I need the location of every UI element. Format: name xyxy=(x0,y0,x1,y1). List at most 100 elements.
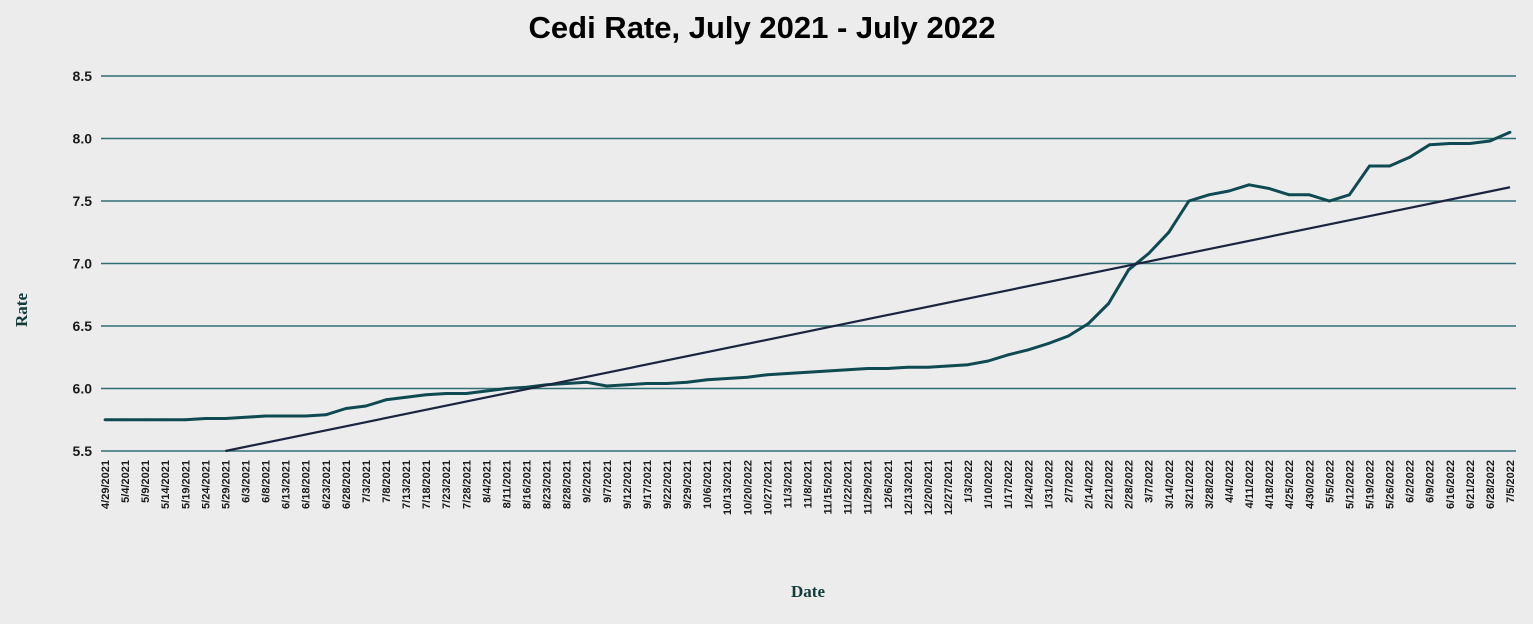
y-tick-label: 6.5 xyxy=(73,318,93,334)
x-tick-label: 4/18/2022 xyxy=(1264,460,1276,509)
x-tick-label: 7/18/2021 xyxy=(421,460,433,509)
x-tick-label: 6/3/2021 xyxy=(241,460,253,503)
series-group xyxy=(103,130,1512,453)
data-point xyxy=(1468,142,1472,145)
data-point xyxy=(444,392,448,395)
x-tick-label: 1/17/2022 xyxy=(1003,460,1015,509)
trend-line xyxy=(225,186,1511,453)
data-point xyxy=(705,378,709,382)
data-point xyxy=(886,367,890,370)
data-point xyxy=(1267,187,1271,190)
x-tick-label: 12/27/2021 xyxy=(943,460,955,515)
data-point xyxy=(344,407,348,410)
x-tick-label: 11/3/2021 xyxy=(782,460,794,508)
x-tick-label: 6/21/2022 xyxy=(1465,460,1477,509)
x-tick-label: 2/21/2022 xyxy=(1104,460,1116,509)
x-tick-label: 5/5/2022 xyxy=(1324,460,1336,503)
y-tick-label: 6.0 xyxy=(73,381,93,397)
x-tick-label: 10/27/2021 xyxy=(762,460,774,515)
data-point xyxy=(324,413,328,417)
x-tick-label: 6/18/2021 xyxy=(301,460,313,509)
data-point xyxy=(1046,342,1050,345)
data-point xyxy=(1327,199,1331,203)
x-tick-label: 11/15/2021 xyxy=(823,460,835,514)
gridlines xyxy=(101,75,1516,452)
x-tick-label: 4/11/2022 xyxy=(1244,460,1256,508)
x-tick-label: 6/23/2021 xyxy=(321,460,333,509)
x-tick-label: 6/28/2021 xyxy=(341,460,353,509)
data-point xyxy=(1488,139,1492,143)
data-point xyxy=(1227,189,1231,193)
data-point xyxy=(203,417,207,420)
x-tick-label: 3/21/2022 xyxy=(1184,460,1196,509)
x-tick-label: 8/28/2021 xyxy=(562,460,574,509)
x-tick-label: 5/14/2021 xyxy=(160,460,172,509)
x-tick-label: 12/13/2021 xyxy=(903,460,915,515)
data-point xyxy=(725,377,729,380)
x-tick-label: 5/19/2021 xyxy=(180,460,192,509)
x-tick-label: 10/13/2021 xyxy=(722,460,734,515)
data-point xyxy=(424,393,428,397)
data-point xyxy=(806,370,809,374)
x-tick-label: 9/2/2021 xyxy=(582,460,594,503)
data-point xyxy=(384,398,388,402)
x-tick-label: 9/12/2021 xyxy=(622,460,634,509)
x-tick-label: 6/8/2021 xyxy=(261,460,273,503)
y-axis-label: Rate xyxy=(12,293,31,327)
data-point xyxy=(1408,155,1412,159)
data-point xyxy=(1388,164,1391,168)
x-tick-label: 4/29/2021 xyxy=(100,460,112,509)
x-tick-label: 4/30/2022 xyxy=(1304,460,1316,509)
x-tick-label: 10/6/2021 xyxy=(702,460,714,509)
data-point xyxy=(926,365,930,369)
data-point xyxy=(1287,193,1291,197)
data-point xyxy=(143,418,147,422)
data-point xyxy=(364,404,368,408)
x-tick-label: 9/29/2021 xyxy=(682,460,694,509)
x-tick-label: 8/4/2021 xyxy=(481,460,493,503)
y-axis-ticks: 5.5 6.0 6.5 7.0 7.5 8.0 8.5 xyxy=(73,68,93,459)
data-point xyxy=(1147,252,1151,255)
x-tick-label: 7/3/2021 xyxy=(361,460,373,503)
data-point xyxy=(284,414,288,418)
y-tick-label: 8.5 xyxy=(73,68,93,84)
data-point xyxy=(1087,322,1090,325)
x-tick-label: 6/2/2022 xyxy=(1405,460,1417,503)
data-point xyxy=(765,373,769,377)
data-point xyxy=(946,364,950,368)
data-point xyxy=(665,382,669,385)
x-tick-label: 3/28/2022 xyxy=(1204,460,1216,509)
data-point xyxy=(565,382,569,385)
y-tick-label: 7.5 xyxy=(73,193,93,209)
data-point xyxy=(1307,193,1311,197)
x-tick-label: 8/11/2021 xyxy=(501,460,513,508)
data-point xyxy=(1026,348,1030,352)
data-point xyxy=(103,418,107,422)
x-tick-label: 1/10/2022 xyxy=(983,460,995,509)
data-point xyxy=(625,383,629,387)
y-tick-label: 5.5 xyxy=(73,443,93,459)
x-tick-label: 8/16/2021 xyxy=(522,460,534,509)
data-point xyxy=(826,369,829,373)
data-point xyxy=(484,389,488,393)
data-point xyxy=(1508,130,1512,134)
data-point xyxy=(645,382,649,385)
x-tick-label: 6/13/2021 xyxy=(281,460,293,509)
data-point xyxy=(163,418,167,422)
x-tick-label: 2/14/2022 xyxy=(1084,460,1096,509)
data-point xyxy=(1348,193,1351,197)
x-axis-ticks: 4/29/2021 5/4/2021 5/9/2021 5/14/2021 5/19/2… xyxy=(100,460,1517,515)
data-point xyxy=(1448,142,1452,145)
x-tick-label: 4/4/2022 xyxy=(1224,460,1236,503)
data-point xyxy=(244,415,247,419)
data-point xyxy=(304,414,308,418)
x-tick-label: 10/20/2022 xyxy=(742,460,754,515)
data-point xyxy=(1167,230,1171,234)
data-point xyxy=(224,417,227,420)
data-point xyxy=(966,363,970,367)
data-point xyxy=(1107,302,1110,305)
x-tick-label: 5/24/2021 xyxy=(200,460,212,509)
data-point xyxy=(1127,268,1131,272)
x-tick-label: 11/29/2021 xyxy=(863,460,875,514)
